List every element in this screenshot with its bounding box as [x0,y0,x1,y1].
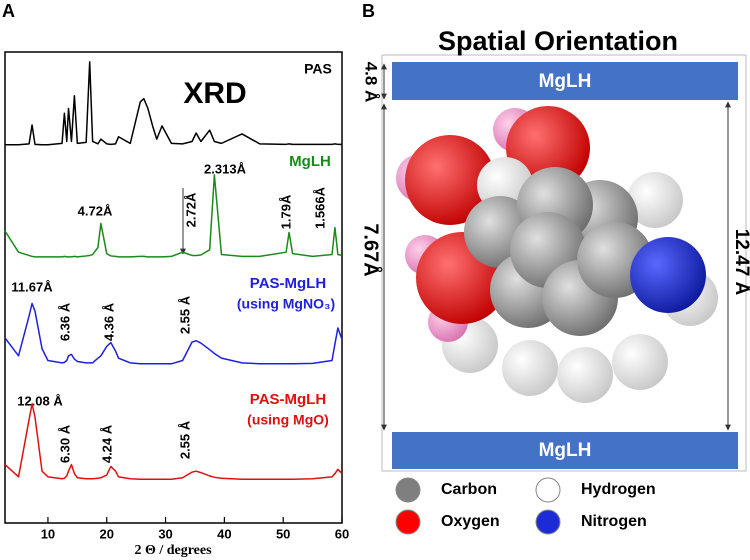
annotation: (using MgNO₃) [237,296,335,312]
peak-label: 1.79Å [278,194,293,229]
peak-label: 6.36 Å [57,302,72,341]
annotation: (using MgO) [247,412,329,428]
peak-label: 2.72Å [183,192,198,227]
peak-label: 2.55 Å [177,420,192,459]
legend-label: Nitrogen [581,513,647,530]
xrd-plot: XRD PAS MgLH PAS-MgLH (using MgNO₃) PAS-… [4,51,349,558]
legend-label: PAS [304,61,332,77]
panel-label: A [2,1,15,21]
plot-frame [4,51,343,524]
dimension-label: 4.8 Å [362,62,381,103]
legend-label: PAS-MgLH [250,275,326,292]
peak-label: 11.67Å [11,279,53,294]
legend-label: PAS-MgLH [250,391,326,408]
orientation-panel: Spatial Orientation MgLH MgLH 4.8 Å 7.67… [360,26,750,472]
molecule [396,106,718,403]
dimension-label: 12.47 Å [731,229,750,296]
xrd-trace [5,61,342,146]
panel-label: B [362,1,375,21]
xrd-trace [4,302,343,365]
legend-label: Oxygen [441,513,500,530]
x-tick-label: 20 [100,526,114,541]
legend-swatch [395,477,421,503]
peak-label: 12.08 Å [17,393,63,408]
legend-swatch [535,477,561,503]
legend-label: Carbon [441,481,497,498]
panel-title: Spatial Orientation [438,26,678,56]
layer-bar [392,432,738,469]
x-tick-label: 50 [276,526,290,541]
legend-swatch [395,509,421,535]
legend-swatch [535,509,561,535]
annotation: XRD [183,77,246,110]
x-tick-label: 30 [158,526,172,541]
x-tick-label: 40 [217,526,231,541]
xrd-trace [4,174,343,258]
legend-label: MgLH [289,153,331,170]
peak-label: 1.566Å [312,186,327,229]
peak-label: 4.24 Å [99,424,114,463]
x-tick-label: 60 [335,526,349,541]
legend-label: Hydrogen [581,481,656,498]
layer-label: MgLH [539,71,592,92]
x-axis-label: 2 Θ / degrees [134,543,212,558]
peak-label: 4.72Å [78,203,113,218]
layer-label: MgLH [539,440,592,461]
peak-label: 2.313Å [204,161,247,176]
peak-label: 6.30 Å [57,424,72,463]
peak-label: 2.55 Å [177,295,192,334]
xrd-trace [4,403,343,480]
layer-bar [392,62,738,100]
dimension-label: 7.67Å [360,223,384,276]
x-tick-label: 10 [41,526,55,541]
peak-label: 4.36 Å [101,302,116,341]
